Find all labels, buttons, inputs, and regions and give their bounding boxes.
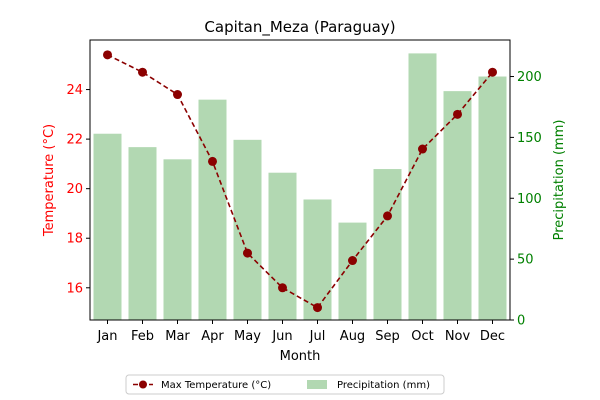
precip-bar xyxy=(93,133,122,320)
y-axis-right-label: Precipitation (mm) xyxy=(552,120,567,241)
x-axis-label: Month xyxy=(280,349,321,364)
temperature-point xyxy=(138,67,147,77)
legend-label-precipitation: Precipitation (mm) xyxy=(337,380,430,391)
precip-bar xyxy=(233,139,262,320)
precip-bar xyxy=(338,222,367,320)
precip-bar xyxy=(443,91,472,320)
x-tick-label: Apr xyxy=(201,329,224,344)
legend: Max Temperature (°C) Precipitation (mm) xyxy=(125,374,445,395)
y-left-tick-label: 20 xyxy=(66,182,83,197)
y-left-tick-label: 22 xyxy=(66,133,83,148)
precip-bar xyxy=(303,199,332,320)
plot-frame xyxy=(89,39,511,321)
chart-title: Capitan_Meza (Paraguay) xyxy=(204,18,395,37)
x-tick-label: Oct xyxy=(411,329,433,344)
x-tick-label: Jul xyxy=(309,329,326,344)
y-right-tick-label: 100 xyxy=(517,192,542,207)
x-tick-label: Aug xyxy=(340,329,365,344)
temperature-point xyxy=(348,256,357,266)
temperature-point xyxy=(453,109,462,119)
y-right-tick-label: 200 xyxy=(517,70,542,85)
y-right-tick-label: 50 xyxy=(517,253,534,268)
legend-label-temperature: Max Temperature (°C) xyxy=(161,380,271,391)
y-right-tick-label: 0 xyxy=(517,314,525,329)
temperature-point xyxy=(418,144,427,154)
legend-box xyxy=(125,374,445,395)
y-left-tick-label: 18 xyxy=(66,232,83,247)
temperature-point xyxy=(383,211,392,221)
x-tick-label: May xyxy=(234,329,261,344)
y-axis-left-label: Temperature (°C) xyxy=(42,124,57,237)
temperature-point xyxy=(243,248,252,258)
legend-bar-swatch xyxy=(307,380,327,389)
x-axis: Jan Feb Mar Apr May Jun Jul Aug Sep Oct Nov Dec xyxy=(96,320,505,344)
legend-point-swatch xyxy=(139,380,147,389)
precip-bar xyxy=(373,169,402,320)
temperature-point xyxy=(313,303,322,313)
x-tick-label: Mar xyxy=(165,329,190,344)
y-axis-right: 0 50 100 150 200 xyxy=(510,70,542,329)
precip-bar xyxy=(268,172,297,320)
precip-bar xyxy=(408,53,437,321)
bar-series xyxy=(93,53,507,321)
temperature-point xyxy=(173,90,182,100)
temperature-point xyxy=(488,67,497,77)
precip-bar xyxy=(198,99,227,320)
y-left-tick-label: 16 xyxy=(66,281,83,296)
precip-bar xyxy=(163,159,192,320)
x-tick-label: Dec xyxy=(480,329,505,344)
temperature-point xyxy=(103,50,112,60)
precip-bar xyxy=(478,76,507,321)
y-left-tick-label: 24 xyxy=(66,83,83,98)
x-tick-label: Sep xyxy=(375,329,400,344)
temperature-point xyxy=(278,283,287,293)
precip-bar xyxy=(128,147,157,320)
x-tick-label: Jun xyxy=(271,329,292,344)
x-tick-label: Feb xyxy=(131,329,154,344)
y-right-tick-label: 150 xyxy=(517,131,542,146)
temperature-line xyxy=(107,54,494,309)
line-series xyxy=(103,50,497,313)
x-tick-label: Nov xyxy=(445,329,471,344)
temperature-point xyxy=(208,156,217,166)
y-axis-left: 16 18 20 22 24 xyxy=(66,83,90,296)
x-tick-label: Jan xyxy=(96,329,117,344)
